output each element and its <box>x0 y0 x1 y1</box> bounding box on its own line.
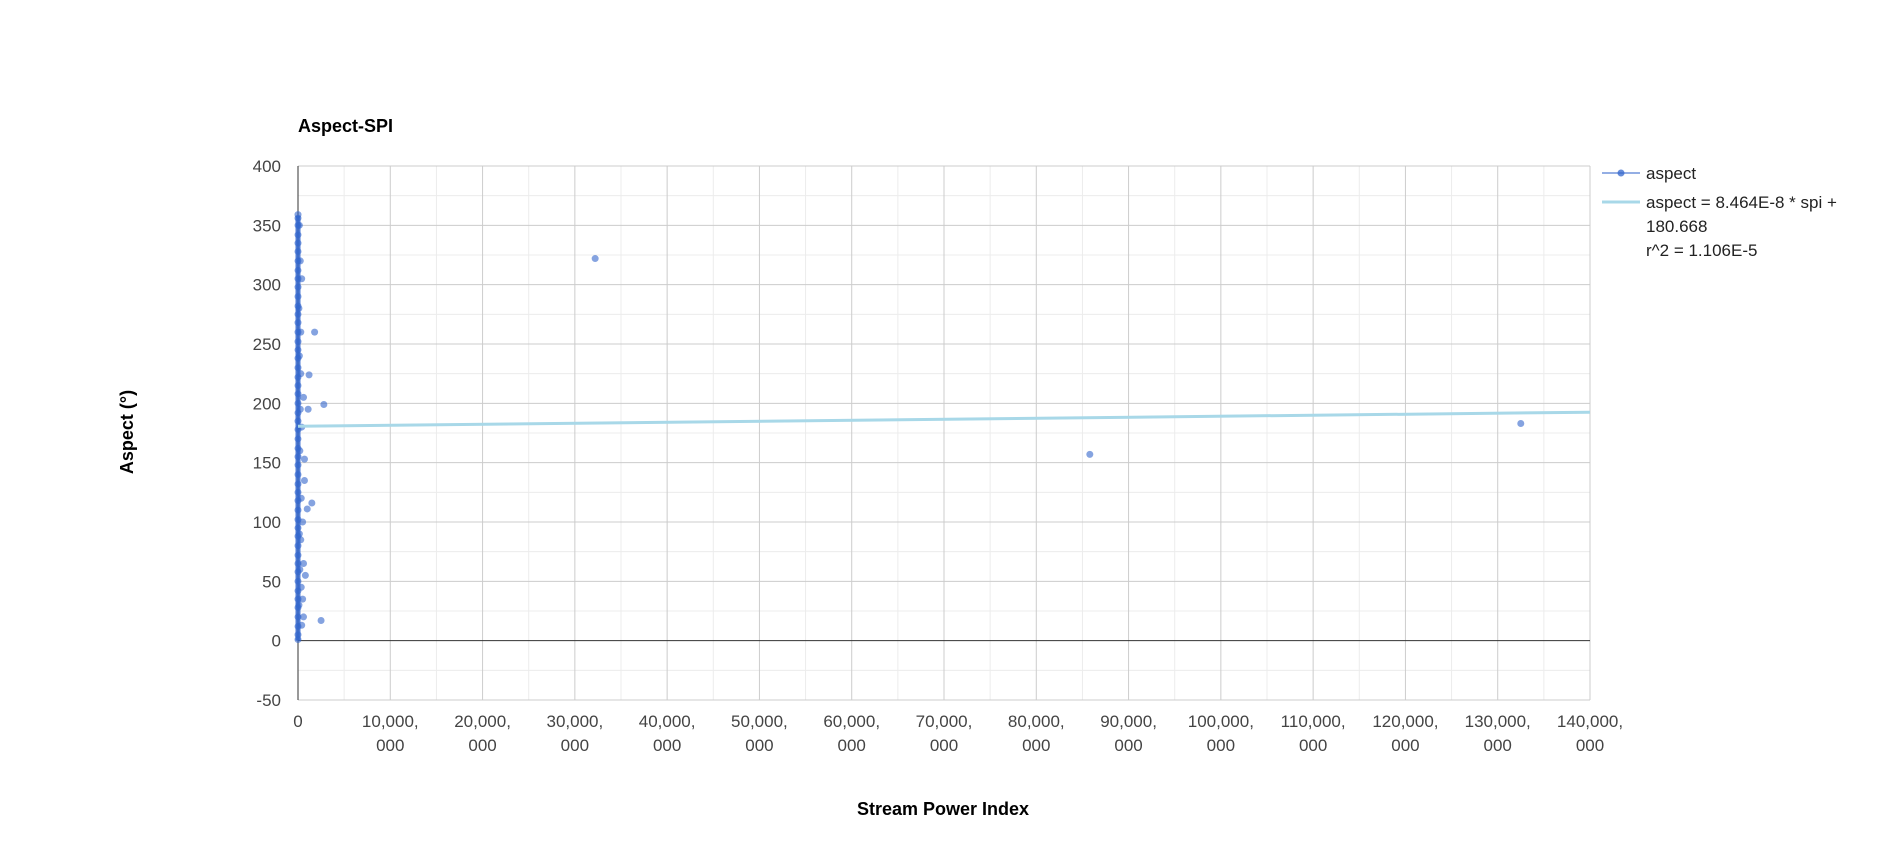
x-tick-label-line: 000 <box>468 736 496 755</box>
data-point <box>301 571 309 579</box>
y-tick-label: 400 <box>253 157 281 176</box>
x-tick-label-line: 30,000, <box>546 712 603 731</box>
y-tick-label: 0 <box>272 632 281 651</box>
x-tick-label-line: 000 <box>745 736 773 755</box>
data-point <box>1086 450 1094 458</box>
x-tick-label-line: 000 <box>1299 736 1327 755</box>
x-tick-label-line: 000 <box>1391 736 1419 755</box>
x-tick-label: 100,000, 000 <box>1188 712 1254 755</box>
x-tick-label: 30,000, 000 <box>546 712 603 755</box>
x-tick-label-line: 000 <box>653 736 681 755</box>
legend-trendline-label-line: r^2 = 1.106E-5 <box>1646 241 1757 260</box>
data-point <box>305 371 313 379</box>
x-tick-label-line: 000 <box>1207 736 1235 755</box>
x-tick-label: 0 <box>293 712 302 731</box>
data-point <box>300 455 308 463</box>
x-axis-title: Stream Power Index <box>857 799 1029 819</box>
major-gridlines <box>298 165 1591 701</box>
x-tick-label-line: 130,000, <box>1465 712 1531 731</box>
data-point <box>303 505 311 513</box>
data-point <box>300 393 308 401</box>
data-point <box>308 499 316 507</box>
data-point <box>300 613 308 621</box>
x-tick-label-line: 000 <box>930 736 958 755</box>
trendline <box>297 410 1591 428</box>
y-tick-label: -50 <box>256 691 281 710</box>
legend: aspect aspect = 8.464E-8 * spi + 180.668 r^… <box>1602 164 1837 260</box>
x-axis-ticks: 0 10,000, 000 20,000, 000 30,000, 000 40,000, 00… <box>293 712 1623 755</box>
x-tick-label-line: 120,000, <box>1372 712 1438 731</box>
x-tick-label-line: 40,000, <box>639 712 696 731</box>
y-axis-ticks: -50 0 50 100 150 200 250 300 350 400 <box>253 157 281 710</box>
data-point <box>320 401 328 409</box>
legend-series-label: aspect <box>1646 164 1696 183</box>
legend-trendline-label-line: aspect = 8.464E-8 * spi + <box>1646 193 1837 212</box>
x-tick-label: 130,000, 000 <box>1465 712 1531 755</box>
legend-trendline-label: aspect = 8.464E-8 * spi + 180.668 r^2 = 1.… <box>1646 193 1837 260</box>
x-tick-label: 70,000, 000 <box>916 712 973 755</box>
x-tick-label: 140,000, 000 <box>1557 712 1623 755</box>
y-tick-label: 300 <box>253 276 281 295</box>
data-point-cluster <box>295 215 301 641</box>
trendline-group <box>297 410 1591 428</box>
data-point <box>311 328 319 336</box>
x-tick-label-line: 20,000, <box>454 712 511 731</box>
x-tick-label-line: 110,000, <box>1281 712 1346 731</box>
x-tick-label: 120,000, 000 <box>1372 712 1438 755</box>
x-tick-label-line: 000 <box>1114 736 1142 755</box>
x-tick-label: 20,000, 000 <box>454 712 511 755</box>
data-point <box>300 560 308 568</box>
data-points <box>294 211 1525 643</box>
chart-title: Aspect-SPI <box>298 116 393 136</box>
x-tick-label: 10,000, 000 <box>362 712 419 755</box>
x-tick-label-line: 60,000, <box>823 712 880 731</box>
data-point <box>304 405 312 413</box>
x-tick-label-line: 70,000, <box>916 712 973 731</box>
x-tick-label: 40,000, 000 <box>639 712 696 755</box>
y-tick-label: 350 <box>253 216 281 235</box>
x-tick-label: 110,000, 000 <box>1281 712 1346 755</box>
x-tick-label: 50,000, 000 <box>731 712 788 755</box>
data-point <box>299 595 307 603</box>
data-point <box>317 616 325 624</box>
legend-series-marker <box>1617 169 1625 177</box>
x-tick-label-line: 000 <box>376 736 404 755</box>
y-tick-label: 200 <box>253 394 281 413</box>
x-tick-label-line: 50,000, <box>731 712 788 731</box>
y-axis-title: Aspect (°) <box>117 390 137 474</box>
x-tick-label-line: 90,000, <box>1100 712 1157 731</box>
x-tick-label-line: 100,000, <box>1188 712 1254 731</box>
x-tick-label-line: 140,000, <box>1557 712 1623 731</box>
x-tick-label: 80,000, 000 <box>1008 712 1065 755</box>
y-tick-label: 50 <box>262 572 281 591</box>
data-point <box>591 255 599 263</box>
x-tick-label-line: 000 <box>838 736 866 755</box>
x-tick-label-line: 000 <box>1022 736 1050 755</box>
x-tick-label-line: 0 <box>293 712 302 731</box>
x-tick-label-line: 000 <box>561 736 589 755</box>
x-tick-label-line: 000 <box>1484 736 1512 755</box>
data-point <box>300 476 308 484</box>
x-tick-label-line: 10,000, <box>362 712 419 731</box>
data-point <box>1517 420 1525 428</box>
x-tick-label: 90,000, 000 <box>1100 712 1157 755</box>
legend-trendline-label-line: 180.668 <box>1646 217 1707 236</box>
data-point <box>299 518 307 526</box>
x-tick-label-line: 80,000, <box>1008 712 1065 731</box>
x-tick-label-line: 000 <box>1576 736 1604 755</box>
y-tick-label: 150 <box>253 454 281 473</box>
x-tick-label: 60,000, 000 <box>823 712 880 755</box>
y-tick-label: 100 <box>253 513 281 532</box>
y-tick-label: 250 <box>253 335 281 354</box>
